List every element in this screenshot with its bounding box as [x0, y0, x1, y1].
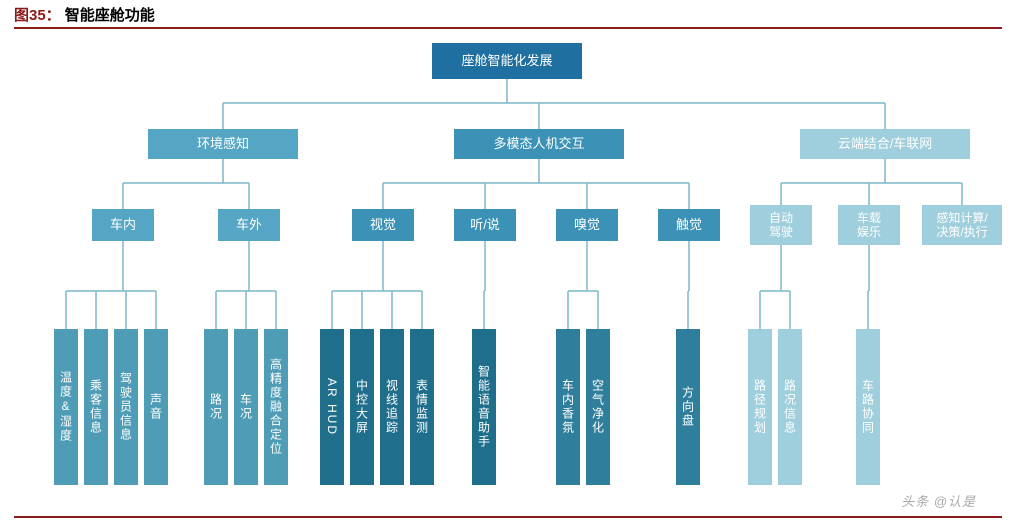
- leaf-node-vision-1: 中控大屏: [350, 329, 374, 485]
- level3-node-calc: 感知计算/决策/执行: [922, 205, 1002, 245]
- leaf-node-smell-0: 车内香氛: [556, 329, 580, 485]
- leaf-node-inside-3: 声音: [144, 329, 168, 485]
- leaf-node-outside-0: 路况: [204, 329, 228, 485]
- figure-title-row: 图35： 智能座舱功能: [0, 0, 1016, 27]
- level3-node-inside: 车内: [92, 209, 154, 241]
- leaf-node-smell-1: 空气净化: [586, 329, 610, 485]
- watermark: 头条 @认是: [901, 491, 976, 510]
- leaf-node-inside-0: 温度&湿度: [54, 329, 78, 485]
- top-rule: [14, 27, 1002, 29]
- leaf-node-auto-1: 路况信息: [778, 329, 802, 485]
- leaf-node-touch-0: 方向盘: [676, 329, 700, 485]
- tree-diagram: 座舱智能化发展环境感知 多模态人机交互 云端结合/车联网车内 车外 视觉 听/说 嗅觉 触觉自…: [14, 33, 1002, 501]
- leaf-node-inside-2: 驾驶员信息: [114, 329, 138, 485]
- leaf-node-outside-2: 高精度融合定位: [264, 329, 288, 485]
- level3-node-smell: 嗅觉: [556, 209, 618, 241]
- level2-node-env: 环境感知: [148, 129, 298, 159]
- level3-node-vision: 视觉: [352, 209, 414, 241]
- level2-node-cloud: 云端结合/车联网: [800, 129, 970, 159]
- leaf-node-ent-0: 车路协同: [856, 329, 880, 485]
- leaf-node-vision-3: 表情监测: [410, 329, 434, 485]
- figure-title: 智能座舱功能: [65, 4, 155, 25]
- level3-node-touch: 触觉: [658, 209, 720, 241]
- leaf-node-vision-2: 视线追踪: [380, 329, 404, 485]
- level3-node-audio: 听/说: [454, 209, 516, 241]
- leaf-node-inside-1: 乘客信息: [84, 329, 108, 485]
- leaf-node-vision-0: AR HUD: [320, 329, 344, 485]
- leaf-node-outside-1: 车况: [234, 329, 258, 485]
- level3-node-auto: 自动驾驶: [750, 205, 812, 245]
- level3-node-outside: 车外: [218, 209, 280, 241]
- leaf-node-audio-0: 智能语音助手: [472, 329, 496, 485]
- level3-node-ent: 车载娱乐: [838, 205, 900, 245]
- figure-title-prefix: 图35：: [14, 4, 61, 25]
- leaf-node-auto-0: 路径规划: [748, 329, 772, 485]
- root-node: 座舱智能化发展: [432, 43, 582, 79]
- bottom-rule: [14, 516, 1002, 518]
- level2-node-multi: 多模态人机交互: [454, 129, 624, 159]
